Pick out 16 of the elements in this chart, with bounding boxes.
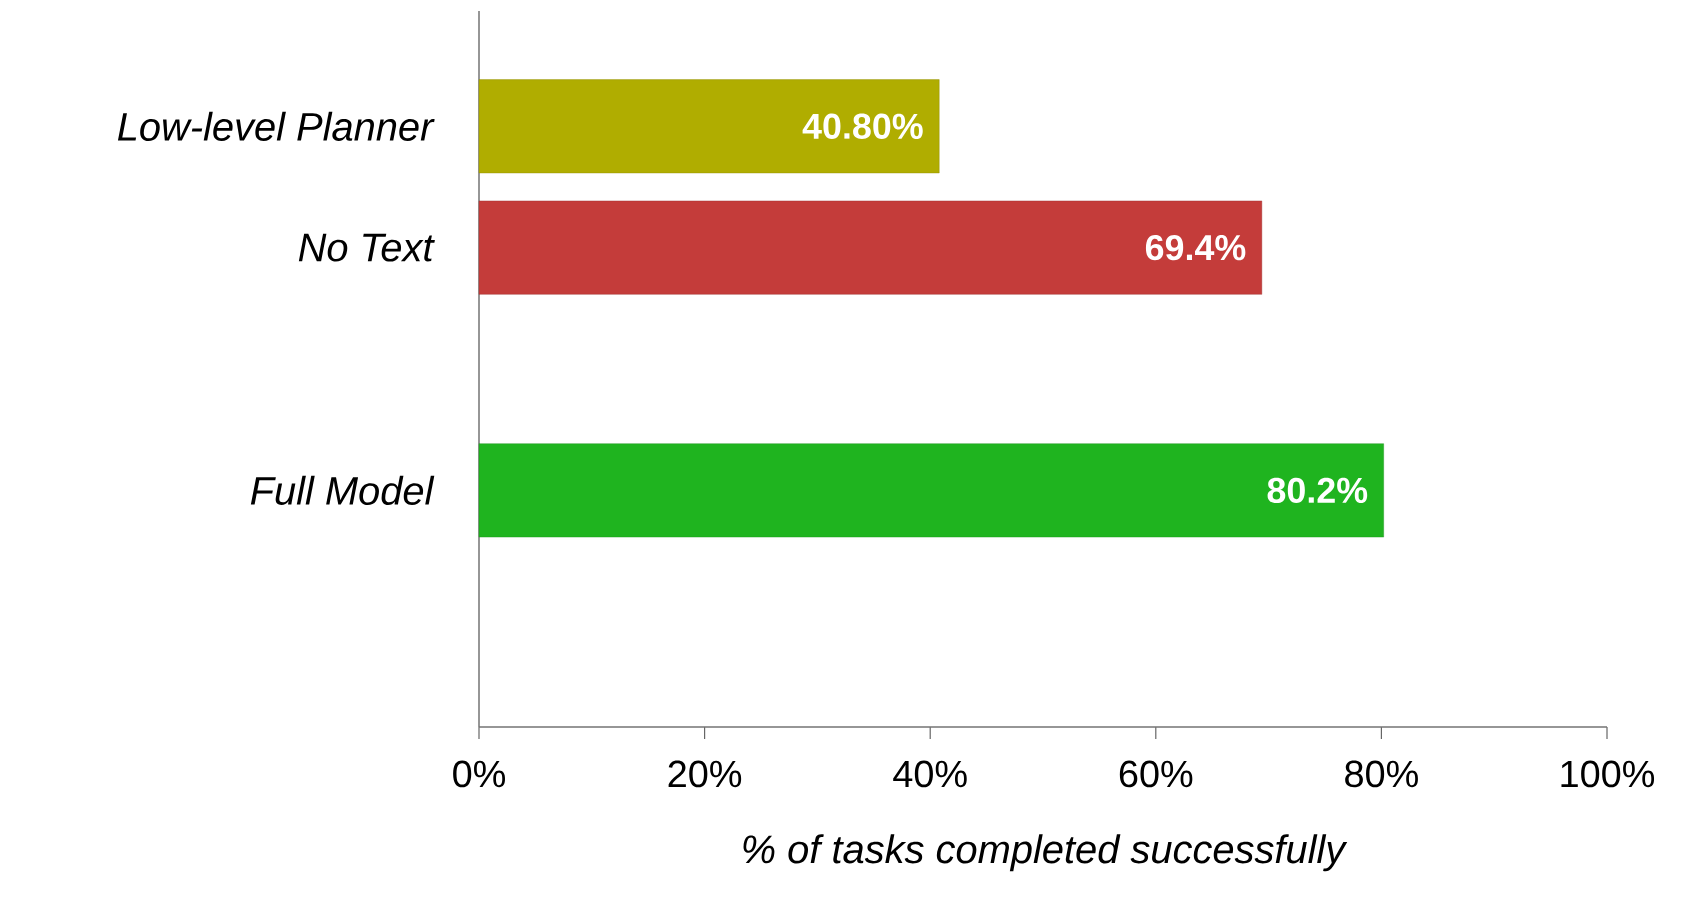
x-tick-label: 0% [453, 760, 505, 788]
data-label: 80.2% [1267, 477, 1368, 504]
x-tick-label: 80% [1345, 760, 1418, 788]
y-tick-label: Full Model [250, 475, 435, 505]
y-tick-label: No Text [298, 233, 435, 262]
x-tick-label: 60% [1119, 760, 1193, 788]
x-tick-label: 100% [1561, 760, 1655, 788]
bar [478, 79, 940, 174]
bar [478, 200, 1263, 295]
data-label: 69.4% [1145, 234, 1246, 261]
bar [478, 443, 1384, 538]
x-tick-label: 40% [893, 760, 967, 788]
x-axis-title: % of tasks completed successfully [743, 834, 1348, 872]
y-tick-label: Low-level Planner [117, 111, 435, 141]
x-tick-label: 20% [668, 760, 742, 788]
data-label: 40.80% [802, 113, 923, 139]
